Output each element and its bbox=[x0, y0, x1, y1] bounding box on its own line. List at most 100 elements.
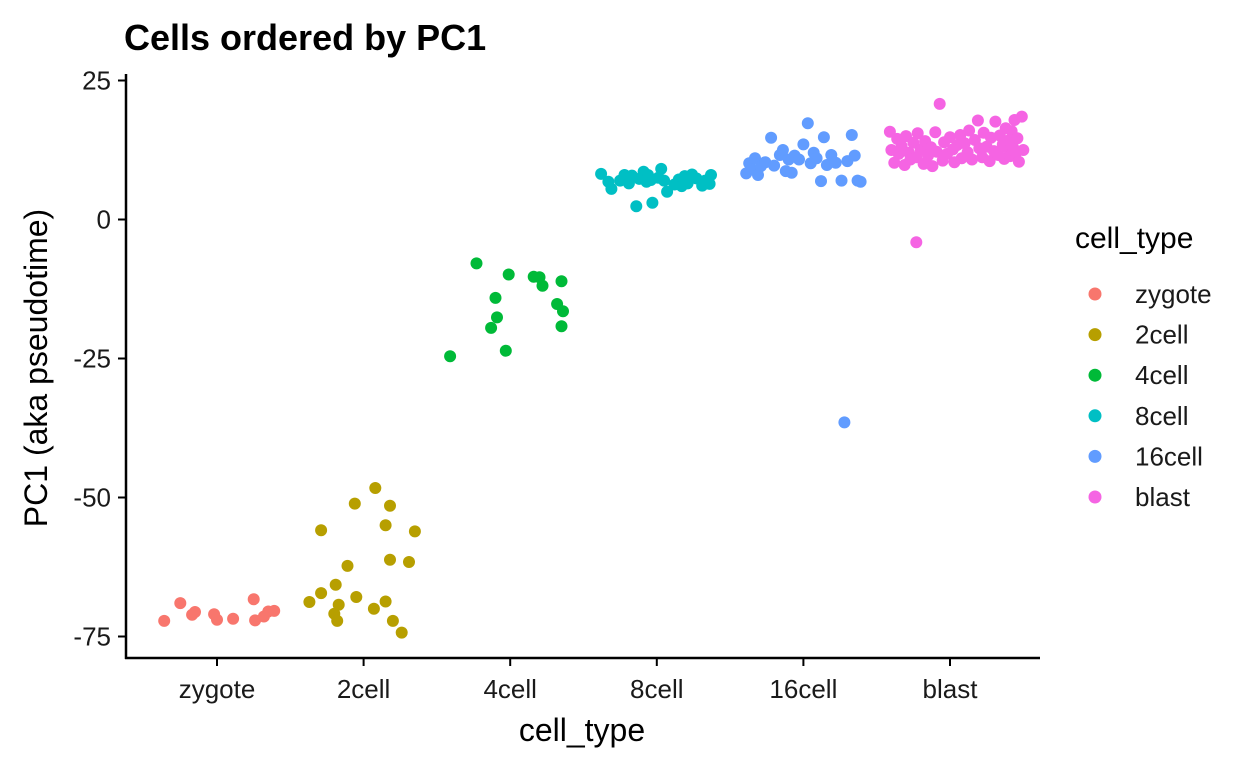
data-point-16cell bbox=[801, 117, 814, 130]
legend-label-zygote: zygote bbox=[1135, 279, 1212, 309]
data-point-2cell bbox=[379, 519, 392, 532]
data-point-8cell bbox=[661, 185, 674, 198]
data-point-4cell bbox=[499, 344, 512, 357]
x-tick-label: zygote bbox=[179, 674, 256, 704]
data-point-2cell bbox=[332, 598, 345, 611]
data-point-16cell bbox=[793, 153, 805, 166]
data-point-blast bbox=[883, 125, 896, 138]
x-tick-label: 2cell bbox=[337, 674, 390, 704]
legend-title: cell_type bbox=[1075, 222, 1193, 255]
legend-key-8cell bbox=[1088, 409, 1102, 423]
y-tick-label: -50 bbox=[73, 483, 111, 513]
data-point-16cell bbox=[845, 129, 858, 141]
data-point-4cell bbox=[485, 321, 498, 334]
data-point-8cell bbox=[630, 200, 643, 213]
data-point-2cell bbox=[350, 591, 363, 603]
legend-key-zygote bbox=[1088, 287, 1102, 301]
data-point-16cell bbox=[835, 174, 848, 187]
data-point-8cell bbox=[655, 162, 668, 175]
legend-items: zygote 2cell 4cell 8cell 16cell blast bbox=[1088, 279, 1212, 512]
data-point-16cell bbox=[838, 416, 851, 429]
data-point-2cell bbox=[369, 482, 382, 494]
data-point-2cell bbox=[386, 614, 399, 627]
data-point-16cell bbox=[765, 131, 778, 144]
data-point-4cell bbox=[502, 268, 515, 281]
y-axis-title: PC1 (aka pseudotime) bbox=[18, 209, 54, 527]
y-tick-label: 0 bbox=[97, 205, 111, 235]
data-point-zygote bbox=[189, 606, 201, 618]
y-tick-label: -75 bbox=[73, 622, 111, 652]
data-point-16cell bbox=[785, 166, 798, 179]
x-tick-label: 4cell bbox=[483, 674, 536, 704]
data-point-4cell bbox=[444, 350, 457, 363]
points-layer bbox=[158, 97, 1030, 639]
data-point-16cell bbox=[810, 152, 823, 165]
data-point-blast bbox=[933, 97, 946, 110]
legend-label-blast: blast bbox=[1135, 482, 1191, 512]
data-point-2cell bbox=[408, 525, 421, 538]
data-point-8cell bbox=[703, 177, 716, 190]
data-point-8cell bbox=[646, 196, 659, 209]
legend-label-16cell: 16cell bbox=[1135, 441, 1203, 471]
data-point-8cell bbox=[681, 177, 694, 190]
data-point-4cell bbox=[555, 320, 568, 333]
data-point-blast bbox=[1011, 132, 1024, 145]
data-point-4cell bbox=[470, 257, 483, 270]
data-point-2cell bbox=[384, 553, 396, 566]
data-point-blast bbox=[966, 153, 978, 166]
data-point-blast bbox=[929, 126, 942, 139]
data-point-2cell bbox=[331, 614, 344, 627]
x-axis-title: cell_type bbox=[519, 712, 645, 748]
data-point-2cell bbox=[367, 602, 380, 615]
legend-label-2cell: 2cell bbox=[1135, 320, 1188, 350]
data-point-2cell bbox=[341, 559, 354, 572]
data-point-16cell bbox=[797, 138, 810, 151]
data-point-4cell bbox=[491, 311, 503, 324]
x-tick-label: blast bbox=[923, 674, 979, 704]
data-point-blast bbox=[910, 236, 923, 249]
data-point-16cell bbox=[776, 144, 789, 156]
data-point-8cell bbox=[605, 182, 618, 195]
y-tick-label: 25 bbox=[82, 66, 111, 96]
data-point-blast bbox=[963, 124, 976, 137]
legend-key-2cell bbox=[1088, 328, 1102, 342]
data-point-4cell bbox=[557, 305, 569, 318]
data-point-zygote bbox=[211, 613, 223, 626]
legend-key-16cell bbox=[1088, 449, 1102, 463]
x-axis-ticks: zygote 2cell 4cell 8cell 16cell blast bbox=[179, 658, 979, 704]
data-point-zygote bbox=[174, 597, 187, 610]
legend-key-4cell bbox=[1088, 368, 1102, 382]
data-point-zygote bbox=[268, 604, 281, 617]
legend-label-8cell: 8cell bbox=[1135, 401, 1188, 431]
data-point-blast bbox=[944, 131, 956, 144]
data-point-2cell bbox=[315, 587, 328, 600]
data-point-16cell bbox=[815, 175, 827, 188]
legend: cell_type zygote 2cell 4cell 8cell 16cell bla… bbox=[1075, 222, 1212, 512]
data-point-8cell bbox=[658, 174, 671, 187]
data-point-8cell bbox=[595, 167, 608, 180]
legend-key-blast bbox=[1088, 490, 1102, 504]
data-point-blast bbox=[989, 115, 1002, 128]
data-point-8cell bbox=[705, 169, 717, 181]
x-tick-label: 8cell bbox=[630, 674, 683, 704]
data-point-blast bbox=[983, 155, 996, 168]
data-point-blast bbox=[971, 114, 984, 127]
y-axis-ticks: 25 0 -25 -50 -75 bbox=[73, 66, 126, 652]
x-tick-label: 16cell bbox=[769, 674, 837, 704]
data-point-16cell bbox=[817, 131, 830, 144]
data-point-4cell bbox=[555, 275, 568, 288]
data-point-16cell bbox=[848, 149, 861, 162]
data-point-2cell bbox=[403, 556, 415, 568]
data-point-zygote bbox=[247, 593, 260, 606]
data-point-2cell bbox=[348, 497, 361, 510]
data-point-2cell bbox=[379, 595, 392, 608]
data-point-blast bbox=[1017, 144, 1030, 156]
data-point-2cell bbox=[329, 578, 342, 591]
data-point-blast bbox=[911, 127, 924, 140]
data-point-16cell bbox=[829, 156, 842, 169]
data-point-2cell bbox=[395, 626, 408, 639]
data-point-2cell bbox=[384, 499, 396, 512]
data-point-blast bbox=[1012, 155, 1025, 168]
data-point-2cell bbox=[303, 596, 316, 608]
